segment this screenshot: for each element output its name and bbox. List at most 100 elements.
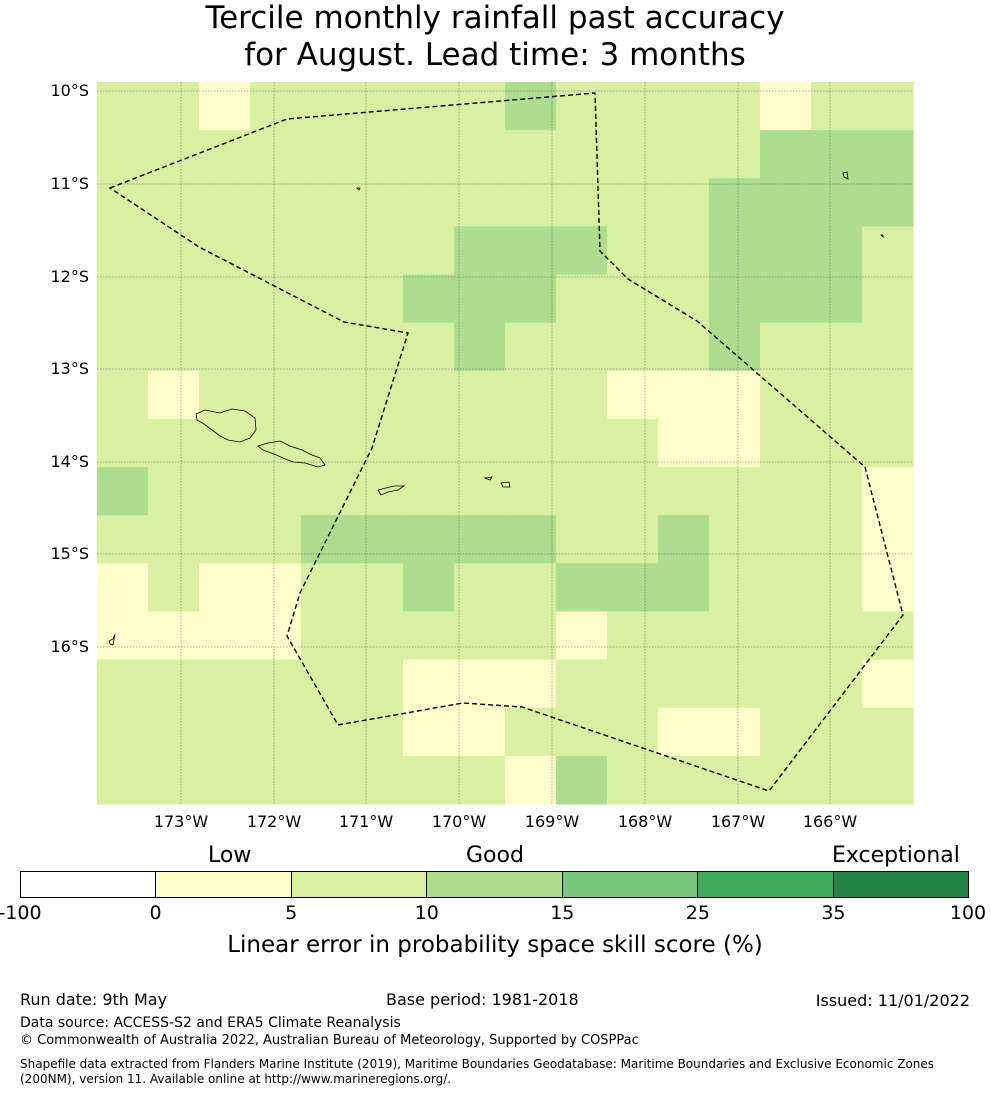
legend-category-low: Low <box>208 843 252 868</box>
grid-cell <box>505 130 557 179</box>
wallis-islet-outline <box>108 633 116 646</box>
grid-cell <box>811 659 863 709</box>
grid-cell <box>709 226 761 276</box>
copyright-notice: © Commonwealth of Australia 2022, Austra… <box>20 1033 639 1048</box>
grid-cell <box>301 370 353 420</box>
grid-cell <box>658 226 710 276</box>
swains-island-outline <box>356 187 361 191</box>
grid-cell <box>454 659 506 709</box>
grid-cell <box>709 82 761 131</box>
grid-cell <box>352 515 404 564</box>
grid-cell <box>97 611 149 661</box>
legend-category-good: Good <box>466 843 524 868</box>
grid-cell <box>148 322 200 372</box>
grid-cell <box>199 467 251 516</box>
longitude-label: 167°W <box>711 812 766 831</box>
skill-grid-cells <box>97 82 914 805</box>
latitude-label: 15°S <box>50 544 89 563</box>
grid-cell <box>505 467 557 516</box>
grid-cell <box>250 274 302 324</box>
grid-cell <box>301 322 353 372</box>
grid-cell <box>199 755 251 805</box>
grid-cell <box>607 418 659 468</box>
colorbar-tick-label: 0 <box>149 902 162 924</box>
grid-cell <box>301 82 353 131</box>
shapefile-credit: Shapefile data extracted from Flanders M… <box>20 1057 935 1086</box>
colorbar-title: Linear error in probability space skill … <box>227 932 763 958</box>
grid-cell <box>97 226 149 276</box>
grid-cell <box>505 611 557 661</box>
grid-cell <box>250 611 302 661</box>
grid-cell <box>97 707 149 757</box>
grid-cell <box>607 322 659 372</box>
grid-cell <box>352 82 404 131</box>
grid-cell <box>607 82 659 131</box>
colorbar-segment <box>156 872 292 897</box>
grid-cell <box>556 611 608 661</box>
colorbar-tick-label: 5 <box>285 902 298 924</box>
grid-cell <box>454 130 506 179</box>
grid-cell <box>811 322 863 372</box>
grid-cell <box>556 418 608 468</box>
grid-cell <box>811 178 863 227</box>
colorbar-tick-label: 25 <box>685 902 710 924</box>
grid-cell <box>97 178 149 227</box>
grid-cell <box>250 467 302 516</box>
grid-cell <box>760 322 812 372</box>
longitude-label: 168°W <box>618 812 673 831</box>
grid-cell <box>862 467 914 516</box>
grid-cell <box>250 418 302 468</box>
grid-cell <box>607 755 659 805</box>
grid-cell <box>811 226 863 276</box>
grid-cell <box>199 322 251 372</box>
grid-cell <box>403 226 455 276</box>
grid-cell <box>556 274 608 324</box>
grid-cell <box>352 659 404 709</box>
longitude-label: 166°W <box>803 812 858 831</box>
grid-cell <box>148 370 200 420</box>
grid-cell <box>505 515 557 564</box>
grid-cell <box>658 130 710 179</box>
longitude-label: 171°W <box>339 812 394 831</box>
grid-cell <box>403 563 455 613</box>
colorbar-segment <box>291 872 428 897</box>
longitude-labels: 173°W 172°W 171°W 170°W 169°W 168°W 167°W 166°W <box>154 812 858 831</box>
grid-cell <box>862 418 914 468</box>
grid-cell <box>658 418 710 468</box>
grid-cell <box>607 178 659 227</box>
grid-cell <box>760 418 812 468</box>
eez-boundary <box>108 92 904 792</box>
grid-cell <box>709 707 761 757</box>
grid-cell <box>199 274 251 324</box>
grid-cell <box>403 611 455 661</box>
grid-cell <box>862 370 914 420</box>
grid-cell <box>811 370 863 420</box>
grid-cell <box>148 515 200 564</box>
map-title: Tercile monthly rainfall past accuracy f… <box>0 0 990 74</box>
grid-cell <box>811 755 863 805</box>
grid-cell <box>148 418 200 468</box>
latitude-label: 12°S <box>50 267 89 286</box>
grid-cell <box>556 130 608 179</box>
tokelau-atoll-outline <box>842 171 849 180</box>
grid-cell <box>658 755 710 805</box>
grid-cell <box>301 418 353 468</box>
grid-cell <box>301 178 353 227</box>
grid-cell <box>862 322 914 372</box>
longitude-label: 172°W <box>247 812 302 831</box>
grid-cell <box>760 755 812 805</box>
grid-cell <box>709 659 761 709</box>
grid-cell <box>97 755 149 805</box>
grid-cell <box>301 226 353 276</box>
grid-cell <box>199 611 251 661</box>
grid-cell <box>709 274 761 324</box>
colorbar-tick-label: 35 <box>821 902 846 924</box>
grid-cell <box>250 659 302 709</box>
grid-cell <box>352 274 404 324</box>
grid-cell <box>760 707 812 757</box>
grid-cell <box>454 515 506 564</box>
grid-cell <box>607 467 659 516</box>
longitude-label: 169°W <box>525 812 580 831</box>
grid-cell <box>148 274 200 324</box>
grid-cell <box>811 82 863 131</box>
